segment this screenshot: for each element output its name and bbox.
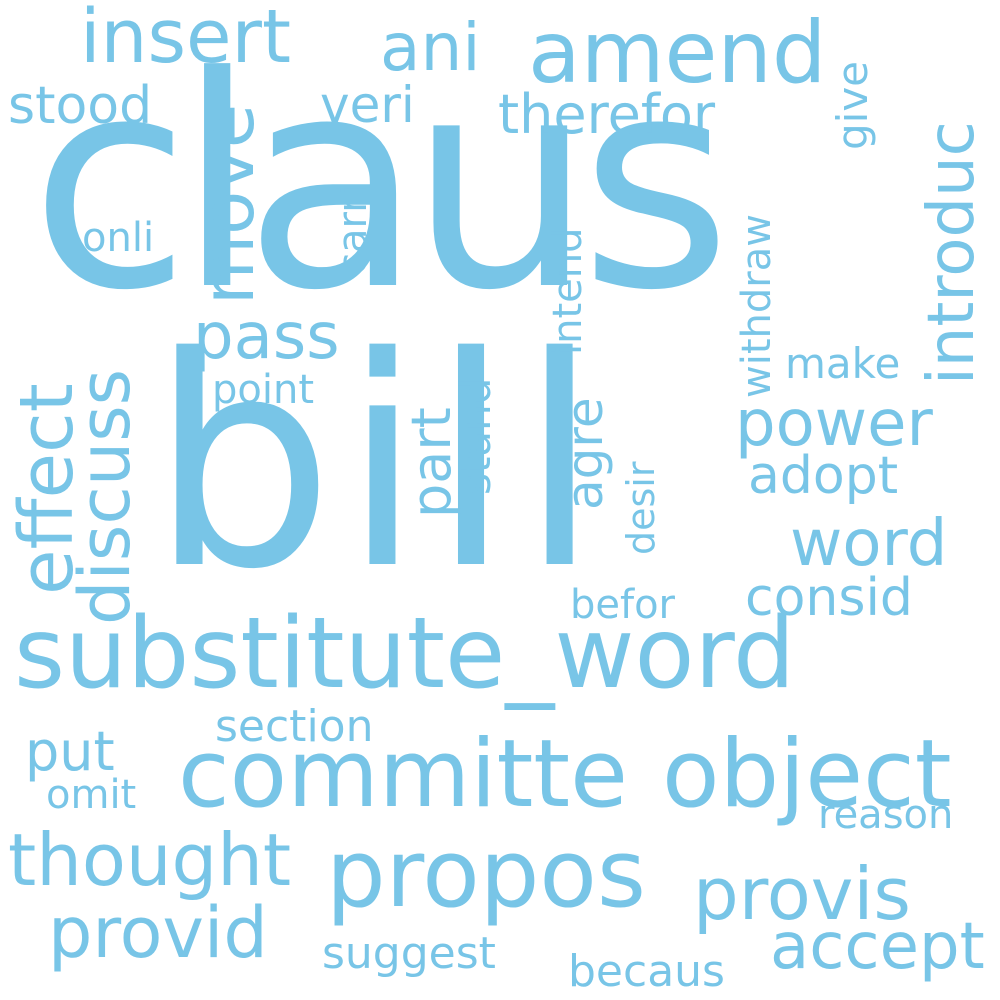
cloud-word: omit: [46, 772, 137, 818]
cloud-word: claus: [30, 14, 732, 354]
cloud-word: withdraw: [734, 214, 780, 398]
cloud-word: becaus: [568, 946, 725, 997]
cloud-word: carri: [330, 185, 376, 275]
cloud-word: therefor: [498, 83, 716, 146]
cloud-word: point: [212, 367, 315, 413]
cloud-word: provid: [48, 892, 268, 974]
cloud-word: power: [735, 387, 933, 461]
cloud-word: amend: [528, 3, 827, 103]
cloud-word: object: [662, 720, 952, 829]
cloud-word: suggest: [322, 928, 496, 979]
cloud-word: consid: [745, 568, 913, 628]
cloud-word: propos: [326, 820, 646, 929]
cloud-word: bill: [150, 296, 608, 633]
cloud-word: agre: [556, 397, 614, 510]
cloud-word: discuss: [64, 368, 146, 625]
cloud-word: thought: [8, 818, 292, 902]
cloud-word: stood: [8, 76, 153, 136]
cloud-word: give: [828, 60, 877, 150]
cloud-word: stand: [451, 377, 500, 495]
cloud-word: make: [785, 339, 901, 388]
cloud-word: move: [186, 103, 270, 305]
cloud-word: intend: [545, 227, 591, 356]
cloud-word: reason: [818, 792, 954, 838]
cloud-word: put: [25, 720, 115, 783]
cloud-word: ani: [380, 9, 481, 86]
cloud-word: adopt: [748, 446, 899, 506]
cloud-word: accept: [770, 910, 985, 984]
cloud-word: section: [215, 701, 374, 752]
cloud-word: insert: [80, 0, 291, 80]
cloud-word: onli: [82, 215, 155, 261]
cloud-word: substitute_word: [14, 597, 796, 711]
cloud-word: pass: [193, 300, 340, 374]
cloud-word: introduc: [915, 121, 989, 385]
cloud-word: provis: [693, 852, 911, 936]
cloud-word: befor: [570, 582, 675, 628]
cloud-word: committe: [178, 720, 628, 829]
cloud-word: veri: [320, 76, 415, 134]
cloud-word: desir: [619, 461, 663, 555]
cloud-word: word: [790, 507, 948, 581]
